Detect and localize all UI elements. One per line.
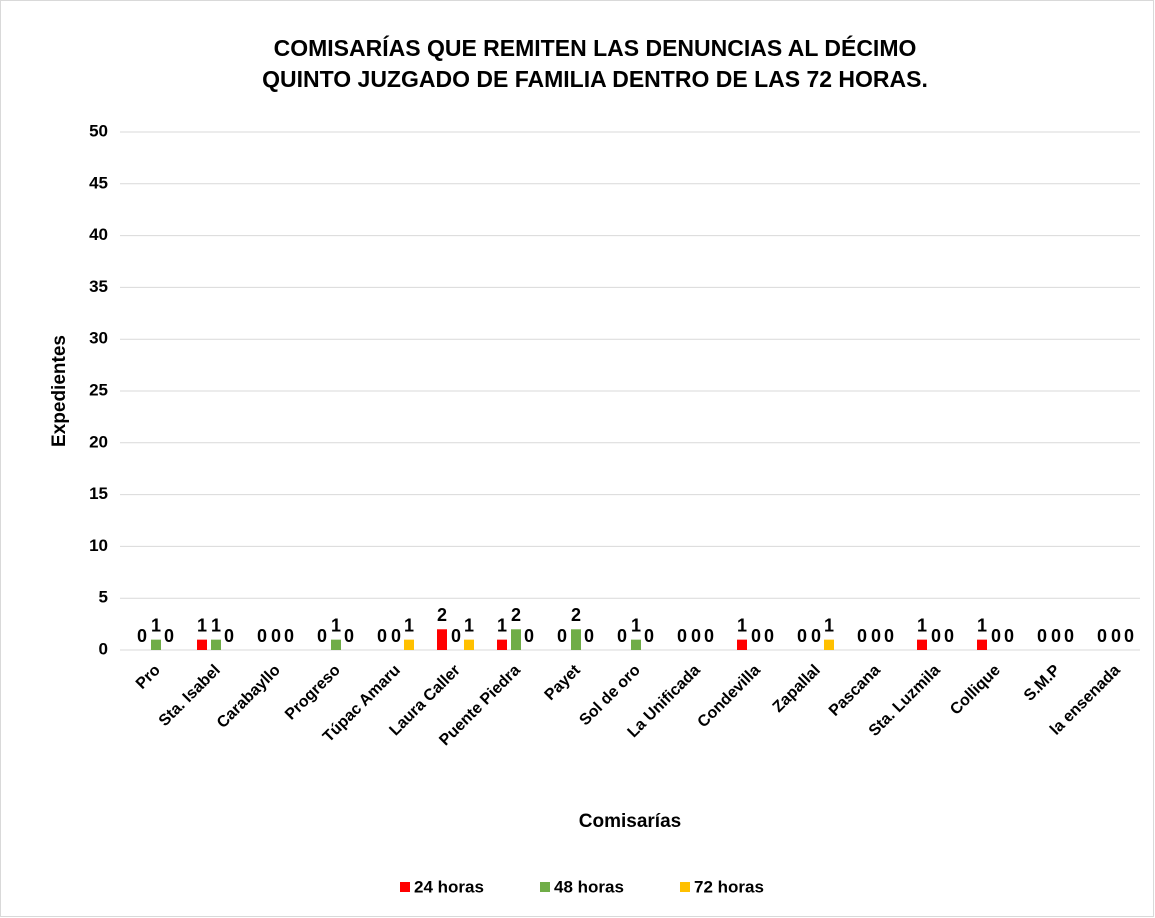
bar <box>511 629 521 650</box>
data-label: 0 <box>164 626 174 646</box>
y-tick-label: 10 <box>89 536 108 555</box>
bar <box>977 639 987 650</box>
bar <box>917 639 927 650</box>
data-label: 1 <box>211 615 221 635</box>
legend-label: 72 horas <box>694 877 764 896</box>
data-label: 0 <box>1004 626 1014 646</box>
data-label: 1 <box>824 615 834 635</box>
y-tick-label: 0 <box>99 639 108 658</box>
y-tick-label: 35 <box>89 277 108 296</box>
data-label: 0 <box>811 626 821 646</box>
bar <box>331 639 341 650</box>
data-label: 1 <box>631 615 641 635</box>
legend-label: 48 horas <box>554 877 624 896</box>
bar <box>631 639 641 650</box>
data-label: 2 <box>571 605 581 625</box>
data-label: 0 <box>991 626 1001 646</box>
legend-swatch <box>540 882 550 892</box>
data-label: 0 <box>677 626 687 646</box>
data-label: 1 <box>497 615 507 635</box>
bar <box>824 639 834 650</box>
data-label: 0 <box>584 626 594 646</box>
data-label: 1 <box>464 615 474 635</box>
data-label: 1 <box>737 615 747 635</box>
y-tick-label: 45 <box>89 173 108 192</box>
data-label: 0 <box>751 626 761 646</box>
data-label: 0 <box>617 626 627 646</box>
data-label: 0 <box>931 626 941 646</box>
data-label: 0 <box>871 626 881 646</box>
chart-title: COMISARÍAS QUE REMITEN LAS DENUNCIAS AL … <box>274 34 917 61</box>
data-label: 0 <box>704 626 714 646</box>
x-axis-label: Comisarías <box>579 811 681 832</box>
data-label: 1 <box>977 615 987 635</box>
data-label: 0 <box>764 626 774 646</box>
data-label: 1 <box>917 615 927 635</box>
data-label: 2 <box>511 605 521 625</box>
y-axis-label: Expedientes <box>49 335 70 447</box>
data-label: 0 <box>271 626 281 646</box>
data-label: 0 <box>1064 626 1074 646</box>
legend-label: 24 horas <box>414 877 484 896</box>
data-label: 0 <box>944 626 954 646</box>
data-label: 0 <box>451 626 461 646</box>
data-label: 0 <box>344 626 354 646</box>
data-label: 0 <box>391 626 401 646</box>
data-label: 0 <box>224 626 234 646</box>
y-tick-label: 30 <box>89 329 108 348</box>
y-tick-label: 40 <box>89 225 108 244</box>
data-label: 0 <box>691 626 701 646</box>
data-label: 0 <box>1124 626 1134 646</box>
legend-swatch <box>680 882 690 892</box>
bar <box>437 629 447 650</box>
data-label: 1 <box>151 615 161 635</box>
data-label: 0 <box>1111 626 1121 646</box>
bar <box>211 639 221 650</box>
data-label: 0 <box>524 626 534 646</box>
data-label: 0 <box>857 626 867 646</box>
data-label: 0 <box>884 626 894 646</box>
bar <box>404 639 414 650</box>
data-label: 0 <box>137 626 147 646</box>
y-tick-label: 5 <box>99 588 108 607</box>
data-label: 1 <box>331 615 341 635</box>
data-label: 0 <box>1037 626 1047 646</box>
data-label: 0 <box>1051 626 1061 646</box>
y-tick-label: 25 <box>89 380 108 399</box>
data-label: 2 <box>437 605 447 625</box>
data-label: 0 <box>644 626 654 646</box>
data-label: 0 <box>557 626 567 646</box>
data-label: 0 <box>1097 626 1107 646</box>
y-tick-label: 50 <box>89 121 108 140</box>
bar <box>497 639 507 650</box>
data-label: 1 <box>197 615 207 635</box>
bar <box>737 639 747 650</box>
data-label: 1 <box>404 615 414 635</box>
bar <box>197 639 207 650</box>
data-label: 0 <box>797 626 807 646</box>
data-label: 0 <box>377 626 387 646</box>
y-tick-label: 20 <box>89 432 108 451</box>
bar <box>464 639 474 650</box>
chart-title: QUINTO JUZGADO DE FAMILIA DENTRO DE LAS … <box>262 66 928 92</box>
legend-swatch <box>400 882 410 892</box>
data-label: 0 <box>317 626 327 646</box>
bar <box>571 629 581 650</box>
data-label: 0 <box>284 626 294 646</box>
data-label: 0 <box>257 626 267 646</box>
y-tick-label: 15 <box>89 484 108 503</box>
bar <box>151 639 161 650</box>
